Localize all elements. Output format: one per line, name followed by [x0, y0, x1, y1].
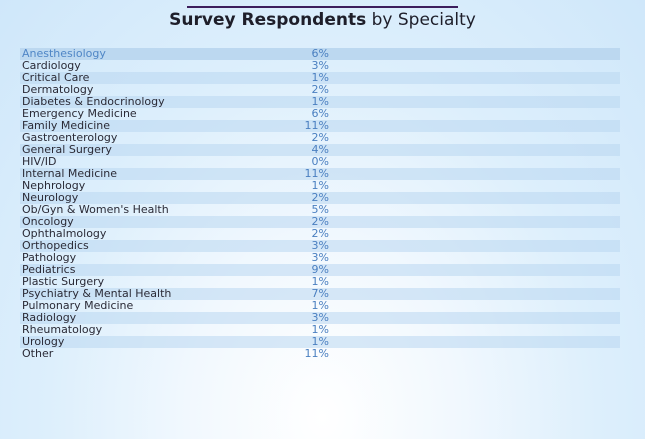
chart-title-rest: by Specialty [366, 10, 476, 30]
table-row: Ob/Gyn & Women's Health 5% [20, 204, 620, 216]
specialty-label: Other [22, 347, 54, 360]
table-row: Orthopedics 3% [20, 240, 620, 252]
share-value: 11% [304, 347, 329, 360]
share-value: 1% [311, 323, 329, 336]
specialty-label: Diabetes & Endocrinology [22, 95, 165, 108]
specialty-label: Nephrology [22, 179, 86, 192]
share-value: 2% [311, 227, 329, 240]
share-value: 1% [311, 179, 329, 192]
share-value: 2% [311, 191, 329, 204]
chart-title-bold: Survey Respondents [169, 10, 367, 30]
share-value: 3% [311, 239, 329, 252]
share-value: 6% [311, 47, 329, 60]
specialty-label: Cardiology [22, 59, 81, 72]
share-value: 11% [304, 119, 329, 132]
table-row: Dermatology 2% [20, 84, 620, 96]
share-value: 1% [311, 95, 329, 108]
table-row: Internal Medicine 11% [20, 168, 620, 180]
table-row: Cardiology 3% [20, 60, 620, 72]
specialty-label: Pulmonary Medicine [22, 299, 134, 312]
share-value: 1% [311, 299, 329, 312]
specialty-label: Ophthalmology [22, 227, 107, 240]
table-row: Gastroenterology 2% [20, 132, 620, 144]
specialty-table: Anesthesiology 6% Cardiology 3% Critical Car… [20, 48, 620, 360]
specialty-label: Radiology [22, 311, 77, 324]
specialty-label: Urology [22, 335, 65, 348]
title-rule [187, 6, 458, 8]
table-row: Urology 1% [20, 336, 620, 348]
table-row: Critical Care 1% [20, 72, 620, 84]
specialty-label: Emergency Medicine [22, 107, 137, 120]
share-value: 1% [311, 71, 329, 84]
specialty-label: Ob/Gyn & Women's Health [22, 203, 169, 216]
table-row: Pulmonary Medicine 1% [20, 300, 620, 312]
table-row: Ophthalmology 2% [20, 228, 620, 240]
table-row: Pediatrics 9% [20, 264, 620, 276]
table-row: General Surgery 4% [20, 144, 620, 156]
table-row: Diabetes & Endocrinology 1% [20, 96, 620, 108]
specialty-label: Internal Medicine [22, 167, 118, 180]
table-row: Radiology 3% [20, 312, 620, 324]
table-row: Oncology 2% [20, 216, 620, 228]
specialty-label: General Surgery [22, 143, 112, 156]
table-row: Rheumatology 1% [20, 324, 620, 336]
table-row: Neurology 2% [20, 192, 620, 204]
specialty-label: Anesthesiology [22, 47, 106, 60]
share-value: 4% [311, 143, 329, 156]
share-value: 0% [311, 155, 329, 168]
table-row: Other 11% [20, 348, 620, 360]
table-row: HIV/ID 0% [20, 156, 620, 168]
specialty-label: Gastroenterology [22, 131, 118, 144]
specialty-label: HIV/ID [22, 155, 57, 168]
share-value: 3% [311, 311, 329, 324]
specialty-label: Rheumatology [22, 323, 103, 336]
specialty-label: Pathology [22, 251, 77, 264]
specialty-label: Orthopedics [22, 239, 89, 252]
table-row: Family Medicine 11% [20, 120, 620, 132]
share-value: 2% [311, 131, 329, 144]
share-value: 3% [311, 251, 329, 264]
specialty-label: Dermatology [22, 83, 94, 96]
specialty-label: Critical Care [22, 71, 90, 84]
share-value: 2% [311, 83, 329, 96]
table-row: Plastic Surgery 1% [20, 276, 620, 288]
share-value: 9% [311, 263, 329, 276]
table-row: Psychiatry & Mental Health 7% [20, 288, 620, 300]
table-row: Pathology 3% [20, 252, 620, 264]
specialty-label: Oncology [22, 215, 74, 228]
specialty-label: Psychiatry & Mental Health [22, 287, 172, 300]
specialty-label: Pediatrics [22, 263, 76, 276]
share-value: 11% [304, 167, 329, 180]
specialty-label: Plastic Surgery [22, 275, 105, 288]
share-value: 5% [311, 203, 329, 216]
share-value: 6% [311, 107, 329, 120]
share-value: 1% [311, 275, 329, 288]
specialty-label: Neurology [22, 191, 79, 204]
share-value: 7% [311, 287, 329, 300]
share-value: 1% [311, 335, 329, 348]
table-row: Emergency Medicine 6% [20, 108, 620, 120]
table-row: Nephrology 1% [20, 180, 620, 192]
share-value: 2% [311, 215, 329, 228]
share-value: 3% [311, 59, 329, 72]
specialty-label: Family Medicine [22, 119, 111, 132]
table-row: Anesthesiology 6% [20, 48, 620, 60]
chart-title: Survey Respondents by Specialty [0, 10, 645, 30]
